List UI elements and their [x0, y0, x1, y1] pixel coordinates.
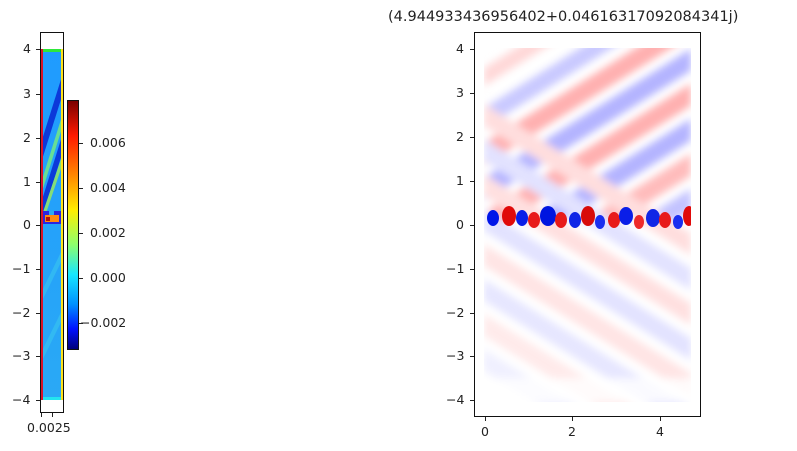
right-ytick-label: −4	[446, 392, 465, 407]
left-ytick-label: 1	[23, 174, 31, 189]
colorbar	[67, 100, 79, 350]
right-xtick	[660, 417, 661, 421]
right-xtick-label: 0	[481, 424, 489, 439]
colorbar-tick-label: 0.002	[90, 225, 126, 240]
right-ytick-label: 0	[456, 217, 464, 232]
right-xtick-label: 2	[568, 424, 576, 439]
left-ytick-label: −4	[12, 392, 31, 407]
right-ytick-label: −1	[446, 261, 465, 276]
right-ytick-label: 2	[456, 129, 464, 144]
left-field-heatmap	[41, 33, 63, 412]
left-xtick-label: 0.0025	[27, 420, 71, 435]
left-ytick-label: 4	[23, 41, 31, 56]
left-ytick-label: −1	[12, 261, 31, 276]
right-ytick-label: 4	[456, 41, 464, 56]
right-ytick-label: 3	[456, 85, 464, 100]
left-xtick	[52, 413, 53, 417]
left-ytick-label: −3	[12, 348, 31, 363]
left-ytick-label: 3	[23, 86, 31, 101]
right-plot-frame	[474, 32, 701, 417]
colorbar-tick-label: 0.000	[90, 270, 126, 285]
left-ytick-label: 0	[23, 217, 31, 232]
left-plot-frame	[40, 32, 64, 413]
right-xtick	[485, 417, 486, 421]
colorbar-tick-label: 0.006	[90, 135, 126, 150]
colorbar-tick-label: 0.004	[90, 180, 126, 195]
right-ytick-label: −3	[446, 348, 465, 363]
colorbar-tick-label: −0.002	[80, 315, 127, 330]
right-ytick-label: −2	[446, 305, 465, 320]
right-xtick-label: 4	[656, 424, 664, 439]
left-xtick	[41, 413, 42, 417]
left-ytick-label: 2	[23, 130, 31, 145]
right-ytick-label: 1	[456, 173, 464, 188]
left-ytick-label: −2	[12, 305, 31, 320]
right-field-heatmap	[484, 48, 691, 402]
right-xtick	[572, 417, 573, 421]
right-plot-title: (4.944933436956402+0.04616317092084341j)	[388, 9, 739, 25]
